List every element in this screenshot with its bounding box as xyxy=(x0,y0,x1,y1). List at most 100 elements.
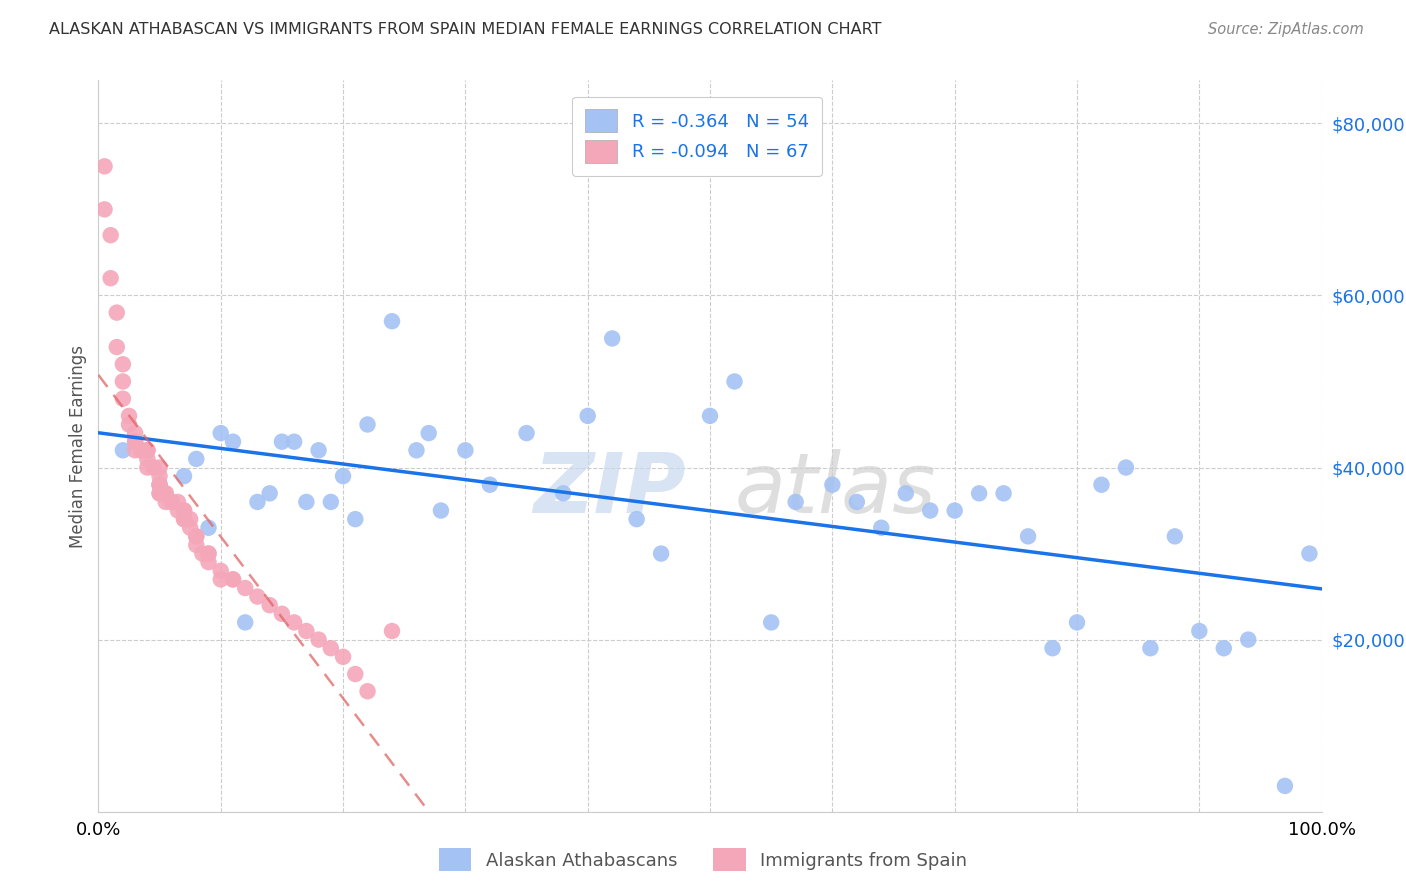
Point xyxy=(209,426,232,441)
Text: Source: ZipAtlas.com: Source: ZipAtlas.com xyxy=(1208,22,1364,37)
Point xyxy=(233,581,256,595)
Point xyxy=(626,512,648,526)
Point xyxy=(920,503,942,517)
Point xyxy=(967,486,990,500)
Point xyxy=(136,460,159,475)
Legend: R = -0.364   N = 54, R = -0.094   N = 67: R = -0.364 N = 54, R = -0.094 N = 67 xyxy=(572,96,821,176)
Point xyxy=(381,314,404,328)
Point xyxy=(943,503,966,517)
Point xyxy=(308,443,330,458)
Point xyxy=(246,495,269,509)
Point xyxy=(100,228,122,243)
Point xyxy=(149,460,172,475)
Point xyxy=(1188,624,1211,638)
Point xyxy=(1139,641,1161,656)
Point xyxy=(100,271,122,285)
Point xyxy=(344,512,367,526)
Point xyxy=(1298,547,1320,561)
Point xyxy=(111,357,134,371)
Point xyxy=(209,573,232,587)
Point xyxy=(124,434,146,449)
Point xyxy=(233,615,256,630)
Point xyxy=(173,503,195,517)
Point xyxy=(1212,641,1234,656)
Text: atlas: atlas xyxy=(734,450,936,531)
Point xyxy=(259,598,281,612)
Point xyxy=(111,392,134,406)
Point xyxy=(142,460,165,475)
Point xyxy=(894,486,917,500)
Point xyxy=(167,503,190,517)
Point xyxy=(149,477,172,491)
Point xyxy=(1237,632,1260,647)
Point xyxy=(1017,529,1039,543)
Point xyxy=(319,641,342,656)
Point xyxy=(356,684,378,698)
Point xyxy=(155,486,177,500)
Point xyxy=(118,417,141,432)
Point xyxy=(160,495,183,509)
Point xyxy=(478,477,501,491)
Point xyxy=(356,417,378,432)
Point xyxy=(821,477,844,491)
Point xyxy=(173,512,195,526)
Point xyxy=(222,573,245,587)
Point xyxy=(209,564,232,578)
Point xyxy=(222,434,245,449)
Point xyxy=(993,486,1015,500)
Point xyxy=(723,375,745,389)
Point xyxy=(259,486,281,500)
Point xyxy=(197,555,219,569)
Point xyxy=(173,469,195,483)
Point xyxy=(93,202,115,217)
Text: ZIP: ZIP xyxy=(533,450,686,531)
Point xyxy=(129,443,152,458)
Point xyxy=(124,443,146,458)
Point xyxy=(319,495,342,509)
Point xyxy=(186,529,208,543)
Point xyxy=(149,477,172,491)
Point xyxy=(454,443,477,458)
Point xyxy=(160,495,183,509)
Point xyxy=(515,426,537,441)
Point xyxy=(129,443,152,458)
Point xyxy=(553,486,575,500)
Point xyxy=(136,451,159,466)
Point xyxy=(155,495,177,509)
Point xyxy=(186,451,208,466)
Point xyxy=(173,503,195,517)
Point xyxy=(179,521,201,535)
Point xyxy=(173,512,195,526)
Point xyxy=(105,305,128,319)
Point xyxy=(197,521,219,535)
Point xyxy=(1042,641,1064,656)
Point xyxy=(155,486,177,500)
Point xyxy=(332,469,354,483)
Point xyxy=(785,495,807,509)
Point xyxy=(430,503,453,517)
Point xyxy=(1164,529,1187,543)
Point xyxy=(167,495,190,509)
Point xyxy=(295,624,318,638)
Point xyxy=(344,667,367,681)
Point xyxy=(270,607,294,621)
Point xyxy=(197,547,219,561)
Point xyxy=(283,434,305,449)
Point xyxy=(381,624,404,638)
Point xyxy=(650,547,672,561)
Point xyxy=(197,547,219,561)
Point xyxy=(149,486,172,500)
Point xyxy=(111,443,134,458)
Point xyxy=(191,547,214,561)
Point xyxy=(118,409,141,423)
Point xyxy=(149,469,172,483)
Point xyxy=(93,159,115,173)
Point xyxy=(222,573,245,587)
Point xyxy=(870,521,893,535)
Point xyxy=(105,340,128,354)
Point xyxy=(1115,460,1137,475)
Point xyxy=(270,434,294,449)
Point xyxy=(332,649,354,664)
Point xyxy=(295,495,318,509)
Point xyxy=(136,443,159,458)
